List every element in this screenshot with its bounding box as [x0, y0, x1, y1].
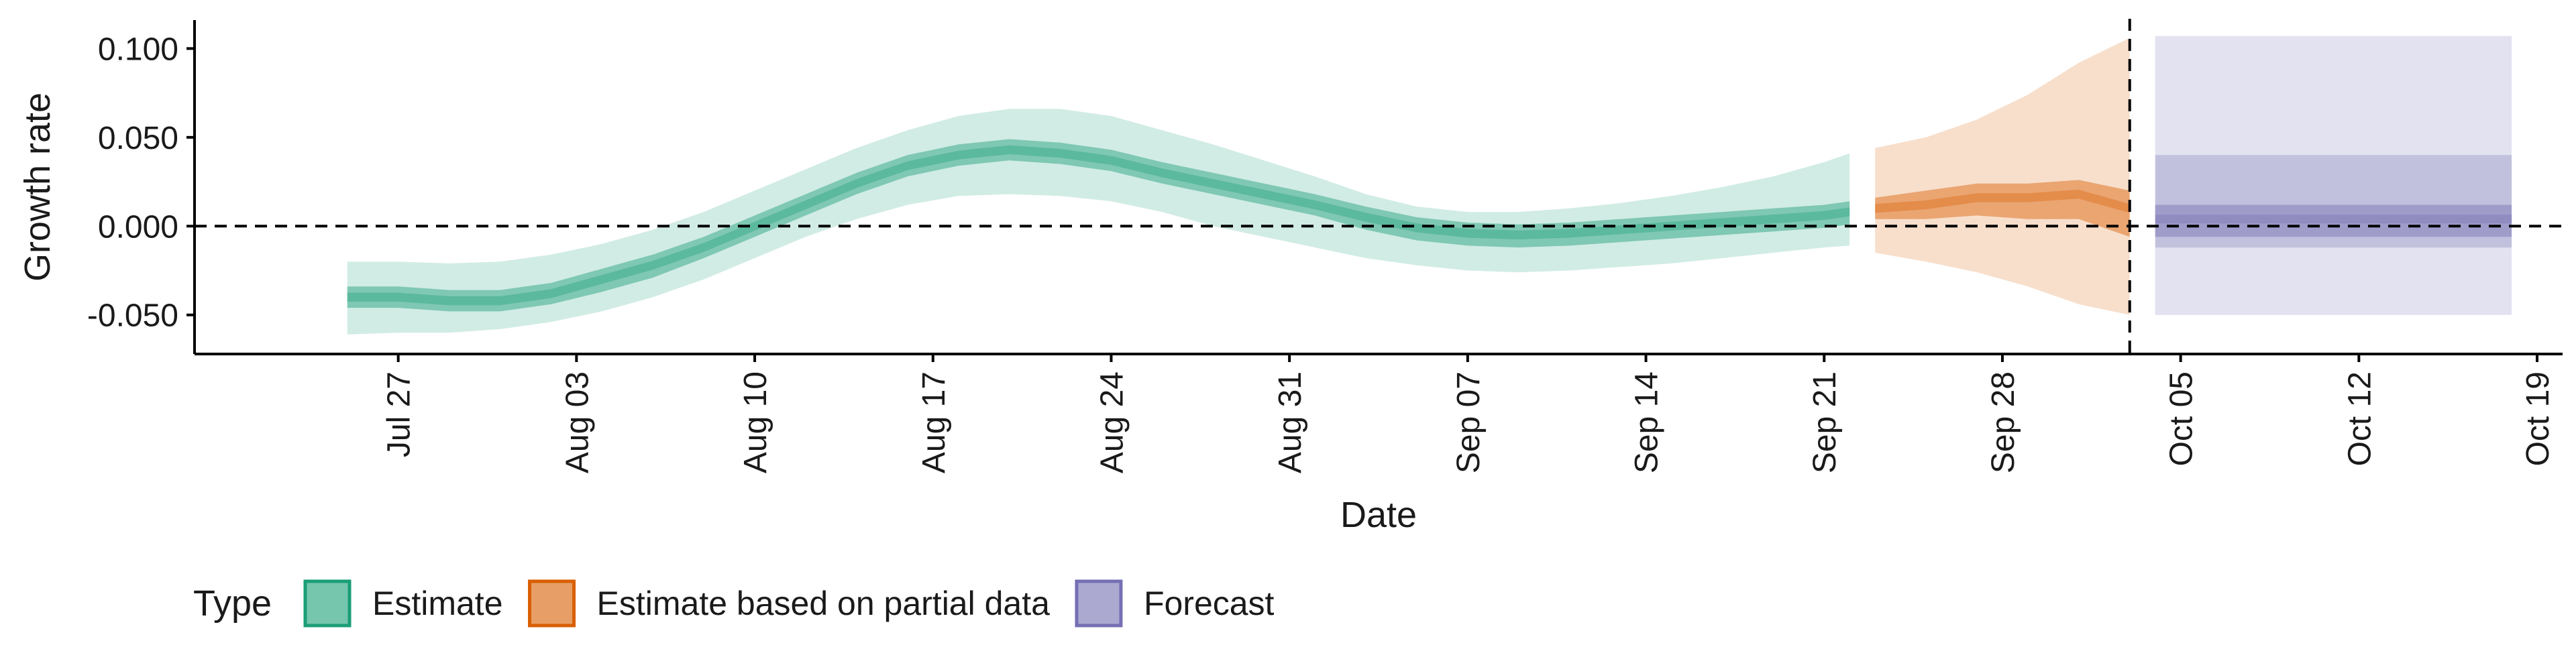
y-ticks: -0.050 0.000 0.050 0.100	[87, 32, 195, 334]
legend-swatch-forecast	[1075, 579, 1123, 628]
legend-swatch-estimate-based-on-partial-data	[528, 579, 576, 628]
estimate-based-on-partial-data-outer-band	[1875, 38, 2130, 315]
estimate-based-on-partial-data-inner-band	[1875, 180, 2130, 237]
legend-label-estimate-based-on-partial-data: Estimate based on partial data	[597, 585, 1051, 622]
legend-items: Estimate Estimate based on partial data Fo…	[303, 579, 1275, 628]
x-tick-label: Sep 07	[1451, 371, 1487, 473]
x-tick-label: Jul 27	[382, 371, 417, 457]
x-tick-label: Oct 12	[2342, 371, 2377, 466]
y-tick-label: 0.050	[98, 121, 178, 156]
estimate-based-on-partial-data-median-band	[1875, 190, 2130, 213]
y-tick-label: 0.100	[98, 32, 178, 67]
legend-title: Type	[193, 583, 272, 624]
uncertainty-bands	[347, 36, 2512, 335]
x-tick-label: Sep 21	[1807, 371, 1843, 473]
x-tick-label: Aug 10	[738, 371, 773, 473]
forecast-inner-band	[2155, 204, 2512, 237]
x-tick-label: Oct 05	[2164, 371, 2200, 466]
x-tick-label: Aug 03	[559, 371, 595, 473]
x-tick-label: Aug 24	[1095, 371, 1130, 473]
x-ticks: Jul 27 Aug 03 Aug 10 Aug 17 Aug 24 Aug 31 Sep …	[382, 354, 2556, 473]
y-axis-title: Growth rate	[17, 93, 58, 282]
axes: -0.050 0.000 0.050 0.100 Jul 27 Aug 03 Aug 10…	[87, 20, 2563, 473]
x-axis-title: Date	[1340, 495, 1417, 535]
forecast-mid-band	[2155, 155, 2512, 248]
forecast-median-band	[2155, 215, 2512, 224]
x-tick-label: Aug 17	[916, 371, 952, 473]
y-tick-label: -0.050	[87, 298, 178, 334]
legend-label-forecast: Forecast	[1144, 585, 1275, 622]
forecast-outer-band	[2155, 36, 2512, 315]
x-tick-label: Sep 28	[1986, 371, 2021, 473]
reference-lines	[195, 19, 2563, 354]
legend: Type Estimate Estimate based on partial d…	[193, 579, 1275, 628]
x-tick-label: Sep 14	[1629, 371, 1665, 473]
estimate-outer-band	[347, 109, 1850, 335]
x-tick-label: Oct 19	[2520, 371, 2556, 466]
y-tick-label: 0.000	[98, 209, 178, 245]
x-tick-label: Aug 31	[1273, 371, 1308, 473]
legend-swatch-estimate	[303, 579, 352, 628]
legend-label-estimate: Estimate	[372, 585, 503, 622]
